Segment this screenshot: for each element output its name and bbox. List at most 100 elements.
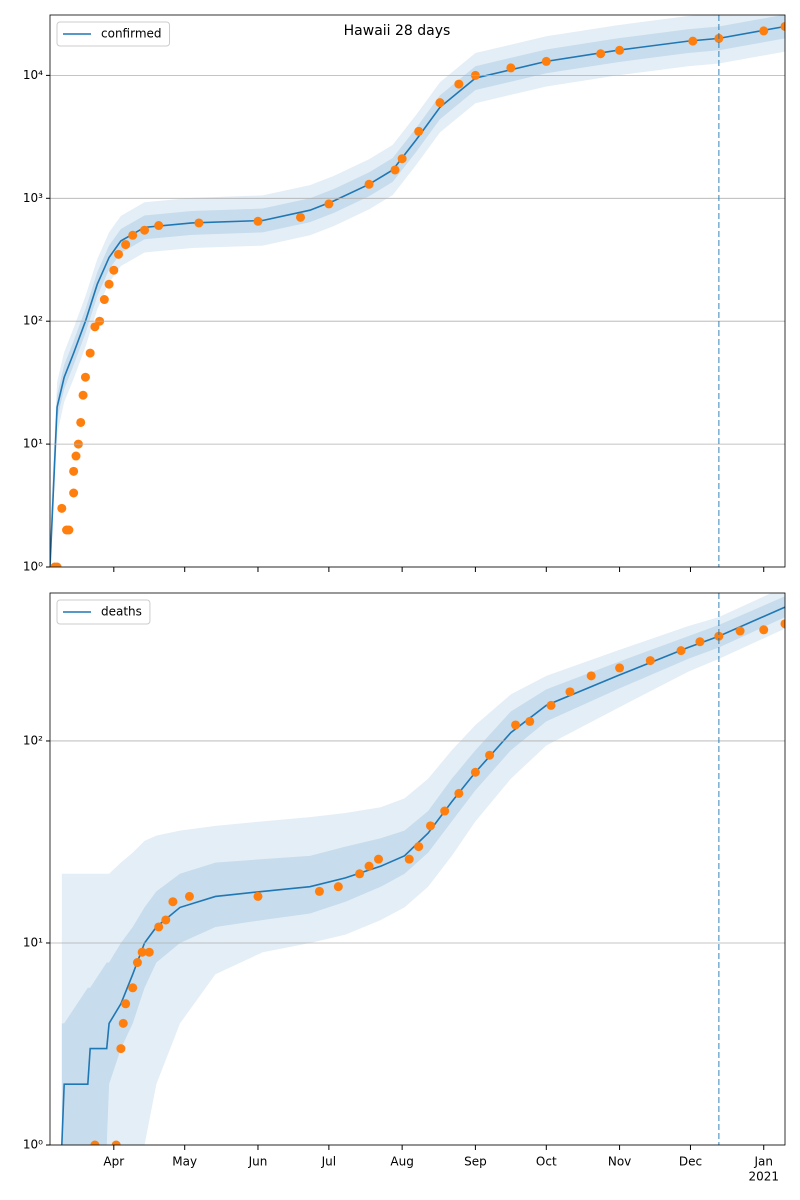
observed-point [111, 1140, 121, 1145]
observed-point [132, 958, 142, 968]
observed-point [128, 230, 138, 240]
band [61, 596, 785, 1145]
observed-point [615, 45, 625, 55]
observed-point [390, 165, 400, 175]
observed-point [780, 21, 785, 31]
plot-area [61, 593, 785, 1145]
plot-area [50, 15, 785, 567]
observed-point [194, 218, 204, 228]
y-tick-label: 10⁰ [23, 560, 43, 574]
observed-point [90, 1140, 100, 1145]
model-line [61, 606, 785, 1145]
observed-point [52, 562, 62, 567]
observed-point [253, 891, 263, 901]
legend-label: confirmed [101, 27, 162, 41]
axes-frame [49, 592, 786, 1146]
band [50, 15, 785, 567]
legend-label: deaths [101, 605, 142, 619]
observed-point [253, 216, 263, 226]
x-tick-label: Aug [390, 1155, 413, 1169]
observed-point [506, 63, 516, 73]
observed-point [121, 240, 131, 250]
x-tick-label: May [172, 1155, 197, 1169]
observed-point [735, 626, 745, 636]
observed-point [397, 154, 407, 164]
observed-point [296, 212, 306, 222]
observed-point [470, 767, 480, 777]
y-tick-label: 10² [23, 733, 43, 747]
y-tick-label: 10³ [23, 191, 43, 205]
observed-point [355, 869, 365, 879]
observed-point [565, 687, 575, 697]
y-tick-label: 10¹ [23, 437, 43, 451]
x-tick-label: Sep [464, 1155, 487, 1169]
observed-point [586, 671, 596, 681]
observed-point [759, 625, 769, 635]
observed-point [454, 79, 464, 89]
observed-point [121, 999, 131, 1009]
x-tick-year: 2021 [748, 1170, 779, 1184]
observed-point [404, 854, 414, 864]
observed-point [485, 750, 495, 760]
observed-point [114, 249, 124, 259]
observed-point [414, 126, 424, 136]
observed-point [596, 49, 606, 59]
observed-point [374, 854, 384, 864]
observed-point [435, 98, 445, 108]
observed-point [80, 372, 90, 382]
observed-point [69, 488, 79, 498]
x-tick-label: Jun [248, 1155, 268, 1169]
observed-point [76, 417, 86, 427]
observed-point [104, 279, 114, 289]
y-tick-label: 10⁴ [23, 68, 43, 82]
observed-point [69, 466, 79, 476]
chart-title: Hawaii 28 days [344, 23, 451, 39]
observed-point [440, 806, 450, 816]
observed-point [541, 56, 551, 66]
observed-point [99, 295, 109, 305]
x-tick-label: Apr [103, 1155, 124, 1169]
observed-point [85, 348, 95, 358]
observed-point [525, 716, 535, 726]
observed-point [144, 947, 154, 957]
observed-point [364, 861, 374, 871]
observed-point [118, 1018, 128, 1028]
observed-point [688, 36, 698, 46]
observed-point [137, 947, 147, 957]
observed-point [140, 225, 150, 235]
y-tick-label: 10⁰ [23, 1138, 43, 1152]
observed-point [128, 983, 138, 993]
observed-point [161, 915, 171, 925]
observed-point [109, 265, 119, 275]
observed-point [314, 886, 324, 896]
observed-point [78, 390, 88, 400]
x-tick-label: Jul [321, 1155, 336, 1169]
observed-point [414, 842, 424, 852]
observed-point [759, 26, 769, 36]
observed-point [645, 656, 655, 666]
observed-point [184, 891, 194, 901]
observed-point [546, 700, 556, 710]
observed-point [168, 897, 178, 907]
observed-point [116, 1044, 126, 1054]
observed-point [324, 199, 334, 209]
x-tick-label: Dec [679, 1155, 702, 1169]
observed-point [511, 720, 521, 730]
y-tick-label: 10² [23, 314, 43, 328]
observed-point [676, 646, 686, 656]
observed-point [333, 882, 343, 892]
observed-point [454, 788, 464, 798]
observed-point [154, 922, 164, 932]
observed-point [425, 821, 435, 831]
y-tick-label: 10¹ [23, 935, 43, 949]
x-tick-label: Nov [608, 1155, 631, 1169]
observed-point [615, 663, 625, 673]
band [50, 15, 785, 567]
observed-point [364, 179, 374, 189]
legend: confirmed [56, 21, 171, 47]
legend: deaths [56, 599, 151, 625]
legend-box [56, 21, 171, 47]
observed-point [780, 619, 785, 629]
model-line [50, 25, 785, 567]
